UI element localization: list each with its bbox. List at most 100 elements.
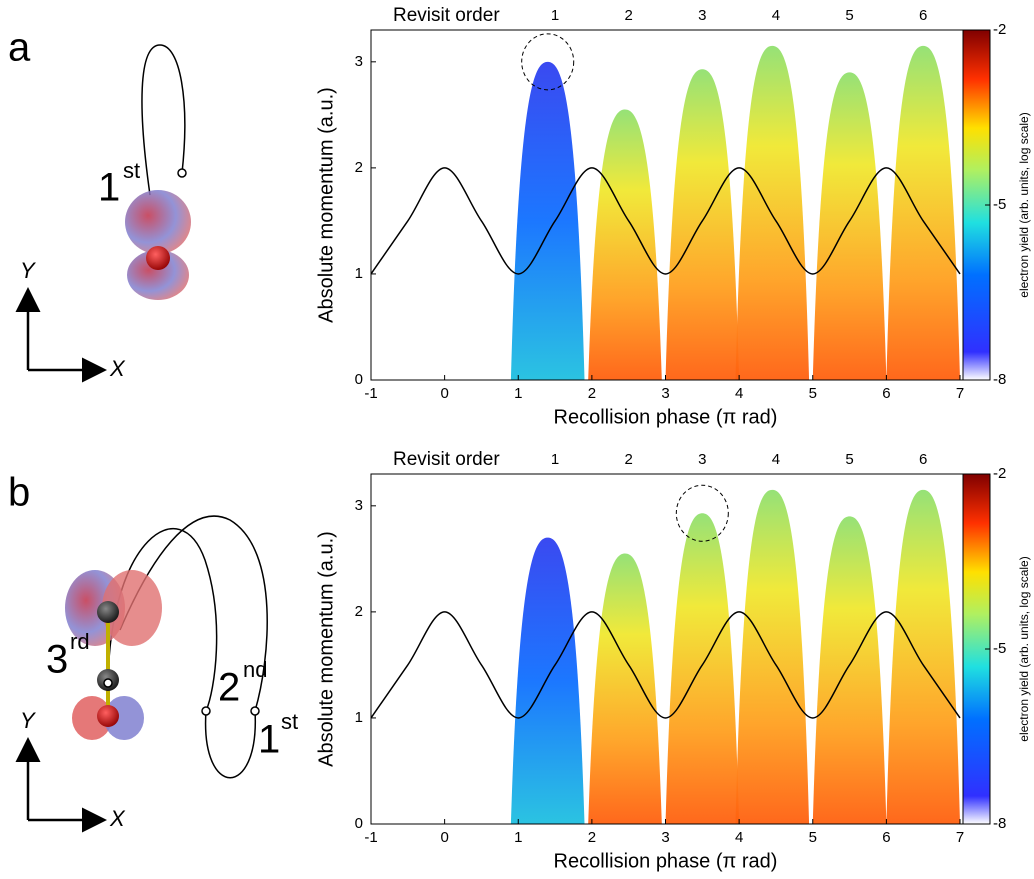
x-axis-title: Recollision phase (π rad) <box>554 406 778 428</box>
panel-label: b <box>8 471 30 515</box>
x-tick-label: 1 <box>514 829 522 846</box>
x-axis-name: X <box>109 356 126 381</box>
x-axis-title: Recollision phase (π rad) <box>554 850 778 872</box>
x-tick-label: 7 <box>956 385 964 402</box>
orbital-lobe <box>102 570 162 646</box>
order-suffix: st <box>281 709 298 734</box>
order-suffix: nd <box>243 657 267 682</box>
revisit-order-label: 5 <box>845 7 853 24</box>
x-tick-label: 5 <box>809 829 817 846</box>
revisit-order-label: 1 <box>551 7 559 24</box>
y-tick-label: 0 <box>355 371 363 388</box>
heat-lobe <box>735 489 810 824</box>
heat-lobe <box>665 69 740 380</box>
colorbar-tick-label: -8 <box>993 815 1006 832</box>
atom <box>97 705 119 727</box>
colorbar-tick-label: -2 <box>993 465 1006 482</box>
revisit-order-title: Revisit order <box>393 449 500 470</box>
colorbar-title: electron yield (arb. units, log scale) <box>1017 556 1031 741</box>
panel-a-diagram: a 1 st Y X <box>8 26 191 383</box>
y-tick-label: 3 <box>355 53 363 70</box>
x-tick-label: 0 <box>440 829 448 846</box>
y-tick-label: 0 <box>355 815 363 832</box>
revisit-order-label: 5 <box>845 451 853 468</box>
trajectory <box>119 515 268 712</box>
heat-lobe <box>510 537 585 824</box>
x-tick-label: 1 <box>514 385 522 402</box>
colorbar-tick-label: -8 <box>993 371 1006 388</box>
y-tick-label: 1 <box>355 709 363 726</box>
revisit-order-label: 6 <box>919 7 927 24</box>
y-tick-label: 2 <box>355 603 363 620</box>
panel-label: a <box>8 26 31 70</box>
y-tick-label: 1 <box>355 265 363 282</box>
order-label: 2 <box>218 666 240 710</box>
revisit-order-label: 1 <box>551 451 559 468</box>
x-tick-label: 4 <box>735 385 743 402</box>
heat-lobe <box>886 489 960 824</box>
y-axis-title: Absolute momentum (a.u.) <box>315 531 337 767</box>
marker <box>250 706 260 716</box>
order-label: 1 <box>258 718 280 762</box>
x-tick-label: 3 <box>661 385 669 402</box>
revisit-order-label: 4 <box>772 7 780 24</box>
trajectory <box>141 44 186 196</box>
x-tick-label: 7 <box>956 829 964 846</box>
order-label: 3 <box>46 638 68 682</box>
y-tick-label: 3 <box>355 497 363 514</box>
orbital-lobe <box>127 250 189 300</box>
heat-lobe <box>812 516 887 824</box>
order-suffix: st <box>123 158 140 183</box>
revisit-order-label: 2 <box>625 7 633 24</box>
curve <box>370 167 961 275</box>
colorbar-tick-label: -5 <box>993 196 1006 213</box>
revisit-order-label: 6 <box>919 451 927 468</box>
panel-b-diagram: b 3 rd 2 nd 1 st Y X <box>8 471 298 833</box>
marker <box>201 706 211 716</box>
colorbar-tick-label: -5 <box>993 640 1006 657</box>
y-axis-name: Y <box>20 258 36 283</box>
heat-lobe <box>588 109 662 380</box>
revisit-order-label: 4 <box>772 451 780 468</box>
marker <box>177 168 187 178</box>
x-axis-name: X <box>109 806 126 831</box>
orbital-lobe <box>125 190 191 254</box>
heat-lobe <box>886 45 960 381</box>
x-tick-label: 4 <box>735 829 743 846</box>
order-suffix: rd <box>70 629 90 654</box>
revisit-order-label: 3 <box>698 451 706 468</box>
revisit-order-label: 3 <box>698 7 706 24</box>
heat-lobe <box>665 513 740 824</box>
x-tick-label: 5 <box>809 385 817 402</box>
highlight-circle <box>675 484 729 542</box>
marker <box>103 678 113 688</box>
y-axis-name: Y <box>20 708 36 733</box>
heat-lobe <box>588 553 662 824</box>
revisit-order-label: 2 <box>625 451 633 468</box>
x-tick-label: 0 <box>440 385 448 402</box>
x-tick-label: 3 <box>661 829 669 846</box>
x-tick-label: 2 <box>588 829 596 846</box>
x-tick-label: -1 <box>364 829 377 846</box>
x-tick-label: 6 <box>882 829 890 846</box>
highlight-circle <box>521 33 575 91</box>
atom <box>97 601 119 623</box>
revisit-order-title: Revisit order <box>393 5 500 26</box>
order-label: 1 <box>98 166 120 210</box>
x-tick-label: 2 <box>588 385 596 402</box>
colorbar-title: electron yield (arb. units, log scale) <box>1017 112 1031 297</box>
heat-lobe <box>510 61 585 380</box>
y-axis-title: Absolute momentum (a.u.) <box>315 87 337 323</box>
curve <box>370 611 961 719</box>
heat-lobe <box>812 72 887 380</box>
heat-lobe <box>735 45 810 381</box>
trajectory <box>204 710 256 779</box>
colorbar-tick-label: -2 <box>993 21 1006 38</box>
x-tick-label: 6 <box>882 385 890 402</box>
x-tick-label: -1 <box>364 385 377 402</box>
atom <box>146 246 170 270</box>
y-tick-label: 2 <box>355 159 363 176</box>
